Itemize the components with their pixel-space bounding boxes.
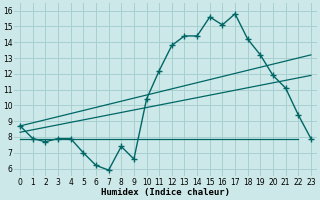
X-axis label: Humidex (Indice chaleur): Humidex (Indice chaleur)	[101, 188, 230, 197]
